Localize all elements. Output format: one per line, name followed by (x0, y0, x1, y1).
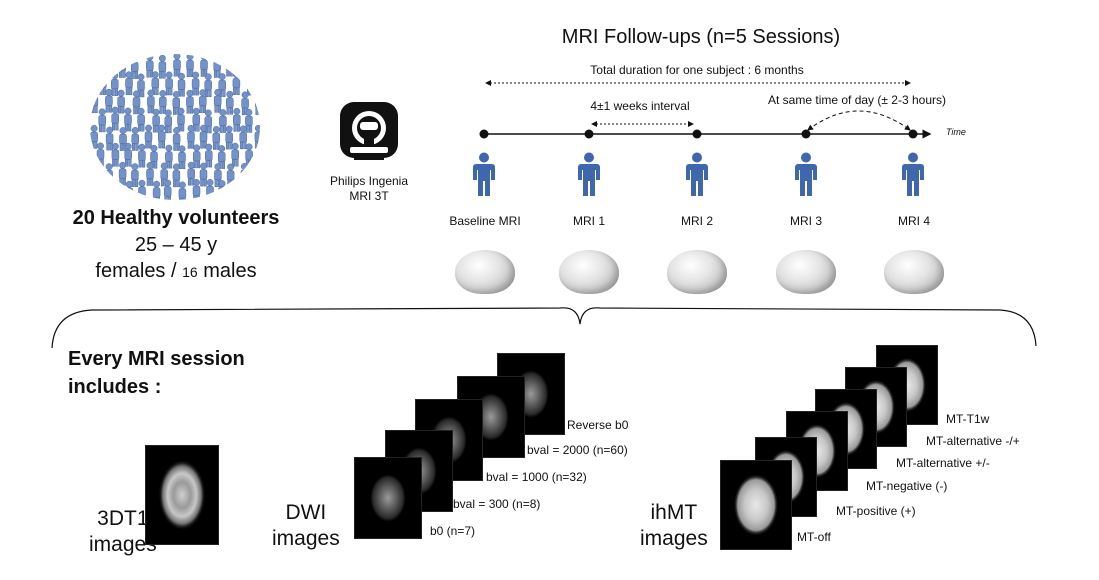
brain-icon (884, 250, 944, 294)
t1-image (145, 445, 219, 545)
ihmt-label-mt-positive: MT-positive (+) (836, 504, 916, 518)
timeline-dot-mri3 (801, 129, 811, 139)
t1-label-line2: images (89, 533, 157, 556)
person-icon (686, 152, 708, 196)
t1-label: 3DT1 images (89, 506, 157, 558)
session-brace (51, 307, 1037, 349)
timeline-dot-mri1 (584, 129, 594, 139)
ihmt-label-mt-t1w: MT-T1w (946, 412, 990, 426)
ihmt-label-mt-alt-plus-minus: MT-alternative +/- (896, 456, 990, 470)
session-contents-heading-line2: includes : (68, 376, 162, 398)
brain-icon (559, 250, 619, 294)
ihmt-label-mt-off: MT-off (797, 530, 831, 544)
person-icon (578, 152, 600, 196)
session-label-mri4: MRI 4 (897, 214, 931, 228)
dwi-label-line2: images (272, 527, 340, 550)
volunteers-sex-prefix: females / (95, 260, 183, 282)
ihmt-image-mt-off (720, 460, 792, 550)
session-label-mri1: MRI 1 (572, 214, 606, 228)
dwi-label-line1: DWI (285, 501, 327, 524)
timeline-dot-baseline (479, 129, 489, 139)
ihmt-label-line2: images (640, 527, 708, 550)
followups-title: MRI Follow-ups (n=5 Sessions) (561, 26, 841, 48)
brain-icon (455, 250, 515, 294)
volunteers-males-count: 16 (182, 264, 198, 280)
dwi-label-bval1000: bval = 1000 (n=32) (486, 470, 587, 484)
ihmt-label-mt-alt-minus-plus: MT-alternative -/+ (926, 434, 1020, 448)
ihmt-label-line1: ihMT (650, 501, 698, 524)
same-time-arrow (807, 110, 911, 131)
person-icon (795, 152, 817, 196)
dwi-label-reverse-b0: Reverse b0 (567, 418, 629, 432)
volunteers-sex: females / 16 males (95, 260, 256, 283)
dwi-label: DWI images (272, 500, 340, 552)
time-axis-label: Time (946, 127, 966, 137)
ihmt-label: ihMT images (640, 500, 708, 552)
volunteers-title: 20 Healthy volunteers (72, 207, 280, 229)
session-label-mri2: MRI 2 (680, 214, 714, 228)
timeline-dot-mri2 (692, 129, 702, 139)
timeline-dot-mri4 (908, 129, 918, 139)
t1-label-line1: 3DT1 (97, 507, 149, 530)
scanner-name: Philips Ingenia (329, 174, 409, 188)
mri-scanner-icon (340, 102, 398, 160)
person-icon (473, 152, 495, 196)
dwi-label-bval2000: bval = 2000 (n=60) (527, 443, 628, 457)
session-contents-heading: Every MRI session includes : (68, 345, 245, 401)
ihmt-label-mt-negative: MT-negative (-) (866, 479, 948, 493)
person-icon (902, 152, 924, 196)
session-contents-heading-line1: Every MRI session (68, 348, 245, 370)
same-time-label: At same time of day (± 2-3 hours) (768, 93, 946, 107)
volunteers-age: 25 – 45 y (134, 234, 218, 256)
brain-icon (776, 250, 836, 294)
session-label-mri3: MRI 3 (789, 214, 823, 228)
session-label-baseline: Baseline MRI (449, 214, 521, 228)
brain-icon (667, 250, 727, 294)
volunteers-males-label: males (197, 260, 257, 282)
dwi-label-bval300: bval = 300 (n=8) (453, 497, 541, 511)
dwi-image-b0 (354, 457, 422, 539)
dwi-label-b0: b0 (n=7) (430, 524, 476, 538)
scanner-field: MRI 3T (349, 189, 389, 203)
interval-label: 4±1 weeks interval (590, 99, 690, 113)
duration-label: Total duration for one subject : 6 month… (590, 63, 804, 77)
